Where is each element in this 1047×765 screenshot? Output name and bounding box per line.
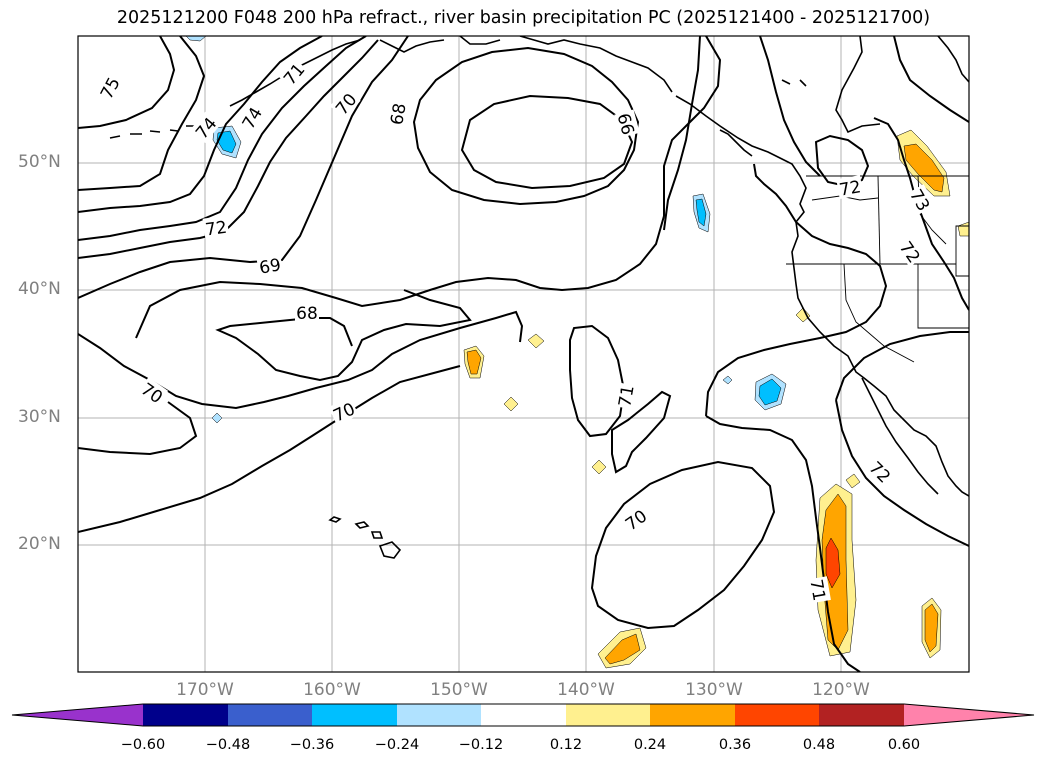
contour-label: 71 bbox=[615, 384, 638, 409]
contour-label-bg bbox=[865, 455, 897, 487]
contour-label: 74 bbox=[239, 104, 267, 133]
colorbar-outline bbox=[11, 703, 1035, 727]
colorbar-extend-max bbox=[904, 704, 1034, 726]
precip-area-pos bbox=[795, 307, 811, 323]
lat-label-30n: 30°N bbox=[18, 407, 61, 427]
colorbar bbox=[11, 703, 1035, 727]
colorbar-segment bbox=[312, 704, 397, 726]
precip-shading bbox=[185, 36, 969, 669]
colorbar-tick-label: −0.48 bbox=[205, 737, 251, 753]
contour-label: 70 bbox=[622, 506, 651, 535]
contour-label: 68 bbox=[387, 102, 410, 127]
precip-area-neg bbox=[722, 375, 733, 385]
lon-label-160w: 160°W bbox=[303, 680, 361, 700]
contour-label: 70 bbox=[137, 379, 166, 408]
colorbar-tick-label: −0.60 bbox=[120, 737, 166, 753]
lon-label-130w: 130°W bbox=[685, 680, 743, 700]
colorbar-tick-label: 0.48 bbox=[802, 737, 836, 753]
colorbar-segment bbox=[566, 704, 650, 726]
contour-label: 71 bbox=[805, 578, 828, 603]
political-borders bbox=[786, 175, 969, 363]
lat-label-20n: 20°N bbox=[18, 534, 61, 554]
precip-area-pos bbox=[591, 459, 607, 475]
precip-area-neg bbox=[695, 198, 707, 227]
contour-label: 68 bbox=[296, 304, 318, 324]
contour-label-bg bbox=[836, 175, 864, 199]
refractivity-contours bbox=[78, 36, 969, 672]
contour-label: 75 bbox=[97, 74, 125, 102]
lon-label-120w: 120°W bbox=[812, 680, 870, 700]
colorbar-segment bbox=[819, 704, 904, 726]
contour-label-bg bbox=[329, 87, 361, 119]
precip-area-neg bbox=[185, 36, 207, 42]
precip-area-pos bbox=[825, 537, 841, 589]
contour-label: 72 bbox=[838, 177, 863, 200]
map-frame bbox=[77, 35, 970, 673]
contour-label-bg bbox=[277, 57, 309, 89]
precip-area-neg bbox=[216, 130, 237, 154]
precip-area-pos bbox=[903, 143, 945, 193]
colorbar-segment bbox=[650, 704, 735, 726]
contour-label-bg bbox=[202, 215, 230, 239]
precip-area-neg bbox=[211, 412, 223, 424]
precip-area-pos bbox=[527, 333, 545, 349]
contour-label: 70 bbox=[332, 90, 361, 119]
precip-area-pos bbox=[604, 633, 641, 665]
precip-area-pos bbox=[503, 396, 519, 412]
lon-label-170w: 170°W bbox=[176, 680, 234, 700]
colorbar-segment bbox=[143, 704, 228, 726]
contour-label-bg bbox=[256, 253, 284, 277]
colorbar-tick-label: 0.12 bbox=[549, 737, 583, 753]
lon-label-140w: 140°W bbox=[557, 680, 615, 700]
colorbar-extend-min bbox=[12, 704, 143, 726]
contour-label-bg bbox=[807, 576, 831, 604]
contour-label-bg bbox=[295, 302, 319, 322]
contour-label: 72 bbox=[204, 218, 228, 241]
colorbar-segment bbox=[397, 704, 481, 726]
colorbar-tick-label: 0.60 bbox=[887, 737, 921, 753]
lat-label-50n: 50°N bbox=[18, 152, 61, 172]
colorbar-tick-label: 0.24 bbox=[633, 737, 667, 753]
precip-area-pos bbox=[924, 603, 939, 653]
colorbar-tick-label: −0.12 bbox=[458, 737, 504, 753]
colorbar-tick-label: −0.24 bbox=[374, 737, 420, 753]
contour-label-bg bbox=[619, 504, 651, 535]
map-title: 2025121200 F048 200 hPa refract., river … bbox=[116, 8, 931, 28]
precip-area-pos bbox=[957, 221, 969, 237]
contour-label-bg bbox=[189, 111, 221, 143]
contour-label-bg bbox=[906, 184, 936, 215]
contour-label-bg bbox=[613, 382, 637, 410]
coastlines bbox=[109, 36, 969, 559]
contour-label: 72 bbox=[865, 458, 894, 487]
precip-area-neg bbox=[758, 378, 782, 406]
contour-label-bg bbox=[236, 102, 266, 133]
contour-label-bg bbox=[137, 377, 169, 408]
precip-area-pos bbox=[466, 349, 482, 375]
contour-label-bg bbox=[94, 72, 124, 103]
contour-label: 69 bbox=[258, 255, 283, 278]
contour-label-bg bbox=[328, 396, 359, 426]
colorbar-tick-label: −0.36 bbox=[289, 737, 335, 753]
contour-label-bg bbox=[385, 100, 409, 128]
colorbar-segment bbox=[481, 704, 566, 726]
colorbar-tick-label: 0.36 bbox=[718, 737, 752, 753]
colorbar-segment bbox=[735, 704, 819, 726]
contour-label-bg bbox=[895, 235, 926, 267]
contour-label: 72 bbox=[895, 238, 924, 267]
colorbar-segment bbox=[228, 704, 312, 726]
precip-area-pos bbox=[845, 473, 861, 489]
lon-label-150w: 150°W bbox=[430, 680, 488, 700]
contour-label-bg bbox=[614, 109, 640, 138]
lat-label-40n: 40°N bbox=[18, 279, 61, 299]
